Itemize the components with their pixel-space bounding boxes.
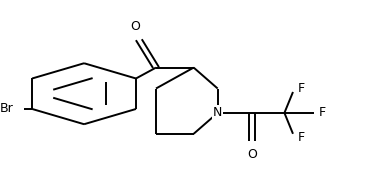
Text: F: F: [319, 106, 326, 119]
Text: F: F: [298, 131, 305, 144]
Text: O: O: [247, 148, 257, 161]
Text: Br: Br: [0, 102, 13, 115]
Text: N: N: [213, 106, 222, 119]
Text: F: F: [298, 82, 305, 95]
Text: O: O: [131, 20, 140, 33]
